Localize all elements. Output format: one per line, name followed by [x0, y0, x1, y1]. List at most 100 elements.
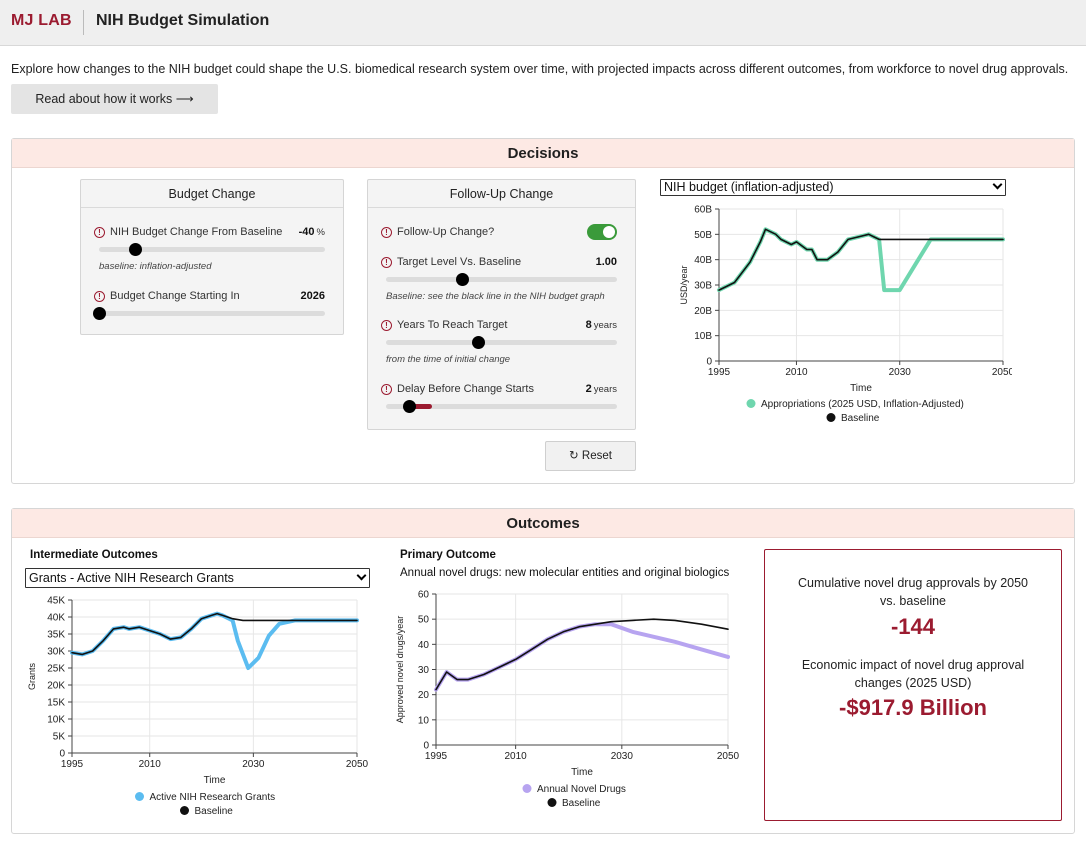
y-tick-label: 35K [47, 630, 65, 641]
info-icon[interactable]: ! [381, 383, 392, 395]
info-icon[interactable]: ! [94, 290, 105, 302]
y-tick-label: 25K [47, 664, 65, 675]
target-level-label-wrap: ! Target Level Vs. Baseline [381, 256, 521, 268]
budget-change-control: ! NIH Budget Change From Baseline -40% ba… [94, 226, 325, 272]
y-tick-label: 45K [47, 596, 65, 607]
target-level-value: 1.00 [595, 256, 617, 268]
legend-label: Baseline [195, 806, 234, 817]
y-tick-label: 30B [694, 281, 712, 292]
delay-label: Delay Before Change Starts [397, 383, 534, 395]
y-tick-label: 40 [418, 640, 430, 651]
y-tick-label: 20 [418, 690, 430, 701]
y-axis-title: Grants [27, 662, 37, 690]
primary-outcome-subtitle: Annual novel drugs: new molecular entiti… [400, 567, 730, 579]
info-icon[interactable]: ! [381, 319, 392, 331]
follow-up-title: Follow-Up Change [368, 180, 635, 208]
budget-change-slider-thumb[interactable] [129, 243, 143, 256]
reset-button[interactable]: ↻ Reset [545, 441, 636, 471]
y-tick-label: 15K [47, 698, 65, 709]
y-tick-label: 10 [418, 715, 430, 726]
x-tick-label: 1995 [708, 367, 731, 378]
budget-start-value: 2026 [300, 290, 325, 302]
years-to-target-label-wrap: ! Years To Reach Target [381, 319, 507, 331]
logo[interactable]: MJ LAB [11, 12, 72, 29]
legend-label: Annual Novel Drugs [537, 784, 626, 795]
result-summary-box: Cumulative novel drug approvals by 2050 … [764, 549, 1062, 821]
follow-up-toggle-label-wrap: ! Follow-Up Change? [381, 226, 494, 238]
intermediate-outcome-select-value: Grants - Active NIH Research Grants [29, 571, 234, 585]
years-to-target-control: ! Years To Reach Target 8 years from the t… [381, 319, 617, 365]
y-tick-label: 0 [706, 357, 712, 368]
x-tick-label: 2050 [992, 367, 1012, 378]
read-how-it-works-button[interactable]: Read about how it works ⟶ [11, 84, 218, 114]
decisions-section: Decisions Budget Change ! NIH Budget Chan… [11, 138, 1075, 484]
years-to-target-slider-thumb[interactable] [472, 336, 486, 349]
outcomes-section: Outcomes Intermediate Outcomes Grants - … [11, 508, 1075, 834]
scenario-series-line [434, 622, 730, 692]
x-axis-title: Time [571, 767, 593, 778]
follow-up-toggle-control: ! Follow-Up Change? [381, 224, 617, 246]
target-level-slider-thumb[interactable] [456, 273, 470, 286]
years-to-target-slider[interactable] [386, 336, 617, 349]
delay-slider-thumb[interactable] [403, 400, 417, 413]
budget-start-slider-thumb[interactable] [93, 307, 106, 320]
follow-up-toggle[interactable] [587, 224, 617, 240]
y-axis-title: USD/year [679, 265, 689, 304]
intro-text: Explore how changes to the NIH budget co… [11, 62, 1069, 76]
budget-start-label: Budget Change Starting In [110, 290, 240, 302]
budget-start-control: ! Budget Change Starting In 2026 [93, 290, 325, 320]
budget-change-label-wrap: ! NIH Budget Change From Baseline [94, 226, 282, 238]
legend-swatch [746, 399, 756, 408]
x-tick-label: 2030 [611, 751, 634, 762]
economic-label-2: changes (2025 USD) [854, 676, 972, 690]
years-to-target-hint: from the time of initial change [386, 354, 511, 365]
info-icon[interactable]: ! [381, 256, 392, 268]
budget-chart: 0 10B 20B 30B 40B 50B 60B 1995 2010 2030 2050 Time U… [679, 205, 1012, 424]
economic-label-1: Economic impact of novel drug approval [801, 658, 1025, 672]
reset-label: Reset [581, 450, 612, 462]
chevron-down-icon [992, 179, 1003, 190]
x-tick-label: 1995 [425, 751, 448, 762]
budget-chart-select[interactable]: NIH budget (inflation-adjusted) [660, 179, 1006, 196]
y-tick-label: 0 [423, 741, 429, 752]
x-tick-label: 2050 [346, 759, 369, 770]
primary-outcome-title: Primary Outcome [400, 549, 496, 561]
page-title: NIH Budget Simulation [96, 12, 270, 29]
delay-slider[interactable] [386, 400, 617, 413]
legend-swatch [547, 798, 557, 807]
budget-chart-select-value: NIH budget (inflation-adjusted) [664, 180, 834, 194]
x-axis-title: Time [850, 383, 872, 394]
legend-swatch [180, 806, 189, 815]
decisions-heading: Decisions [12, 139, 1074, 168]
legend-swatch [135, 792, 144, 801]
target-level-slider[interactable] [386, 273, 617, 286]
legend-label: Active NIH Research Grants [150, 792, 276, 803]
legend-swatch [826, 413, 836, 422]
follow-up-toggle-label: Follow-Up Change? [397, 226, 495, 238]
grants-chart: 0 5K 10K 15K 20K 25K 30K 35K 40K 45K 1995 2010 2030 2… [27, 596, 369, 818]
legend-label: Appropriations (2025 USD, Inflation-Adju… [761, 399, 964, 410]
budget-start-slider[interactable] [93, 307, 325, 320]
baseline-series-line [71, 612, 358, 656]
budget-change-panel: Budget Change ! NIH Budget Change From Ba… [80, 179, 344, 335]
x-tick-label: 2030 [889, 367, 912, 378]
delay-label-wrap: ! Delay Before Change Starts [381, 383, 534, 395]
target-level-label: Target Level Vs. Baseline [397, 256, 522, 268]
y-axis-title: Approved novel drugs/year [396, 616, 405, 724]
x-tick-label: 2050 [717, 751, 740, 762]
y-tick-label: 30 [418, 665, 430, 676]
y-tick-label: 30K [47, 647, 65, 658]
budget-change-slider[interactable] [99, 243, 325, 256]
target-level-control: ! Target Level Vs. Baseline 1.00 Baseline… [381, 256, 617, 302]
y-tick-label: 10B [694, 331, 712, 342]
cumulative-label-1: Cumulative novel drug approvals by 2050 [798, 576, 1028, 590]
info-icon[interactable]: ! [381, 226, 392, 238]
x-tick-label: 2010 [785, 367, 808, 378]
y-tick-label: 20B [694, 306, 712, 317]
intermediate-outcome-select[interactable]: Grants - Active NIH Research Grants [25, 568, 370, 588]
legend-label: Baseline [562, 798, 601, 809]
info-icon[interactable]: ! [94, 226, 105, 238]
years-to-target-value-wrap: 8 years [586, 319, 617, 331]
years-to-target-label: Years To Reach Target [397, 319, 508, 331]
